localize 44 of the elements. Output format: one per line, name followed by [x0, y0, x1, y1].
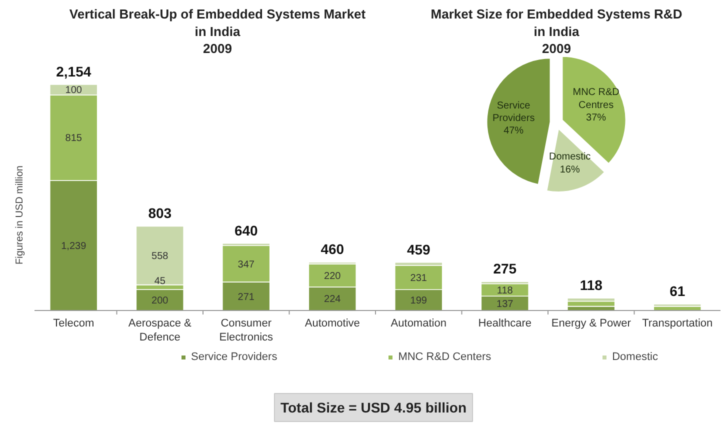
text: Total Size = USD 4.95 billion: [280, 400, 467, 416]
data-label: 100: [65, 85, 82, 96]
legend-label: Domestic: [612, 351, 658, 363]
data-label: 16%: [560, 164, 580, 176]
legend-label: MNC R&D Centers: [398, 351, 492, 363]
slice-label: MNC R&D Centres: [572, 87, 620, 111]
x-tick-label: Automotive: [304, 318, 360, 330]
total-label: 118: [580, 277, 603, 294]
data-label: 199: [410, 296, 428, 307]
x-tick-label: Consumer Electronics: [219, 318, 274, 344]
total-label: 275: [493, 260, 517, 277]
data-label: 231: [410, 273, 428, 284]
data-label: 271: [238, 292, 255, 303]
total-label: 459: [406, 241, 431, 258]
slice-label: Domestic: [548, 152, 591, 163]
data-label: 224: [324, 294, 342, 306]
x-tick-label: Energy & Power: [551, 318, 632, 330]
data-label: 1,239: [61, 241, 87, 252]
data-label: 815: [65, 133, 82, 144]
data-label: 137: [496, 298, 514, 310]
slice-label: Service Providers: [492, 100, 535, 124]
x-tick-label: Telecom: [53, 318, 94, 330]
total-label: 2,154: [56, 64, 92, 80]
data-label: 47%: [504, 126, 524, 137]
data-label: 220: [324, 270, 342, 282]
x-tick-label: Automation: [390, 318, 446, 330]
legend-label: Service Providers: [191, 351, 278, 363]
total-label: 640: [234, 222, 258, 238]
data-label: 118: [496, 285, 514, 296]
data-label: 37%: [586, 112, 606, 124]
chart-title: Vertical Break-Up of Embedded Systems Market in India 2009: [69, 6, 366, 56]
data-label: 200: [152, 296, 169, 307]
data-label: 45: [154, 276, 166, 287]
bar: [653, 304, 702, 307]
x-tick-label: Healthcare: [478, 318, 532, 330]
x-tick-label: Transportation: [642, 318, 713, 330]
total-label: 61: [670, 283, 686, 300]
x-tick-label: Aerospace & Defence: [128, 318, 192, 344]
y-axis-title: Figures in USD million: [14, 166, 26, 264]
data-label: 347: [238, 259, 255, 270]
total-label: 803: [148, 205, 172, 222]
total-label: 460: [320, 241, 344, 258]
data-label: 558: [152, 251, 169, 262]
chart-title: Market Size for Embedded Systems R&D in India 2009: [430, 6, 682, 56]
